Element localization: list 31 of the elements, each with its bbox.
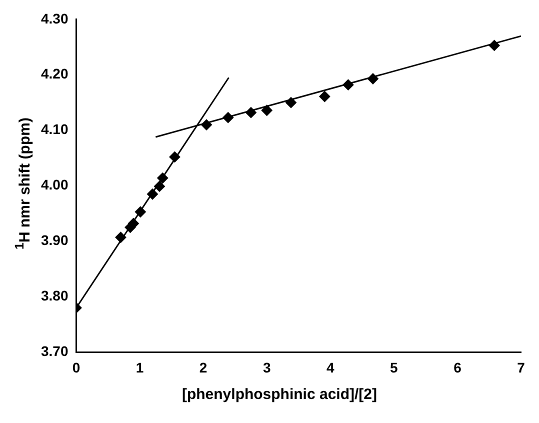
y-tick-label: 4.00 [41, 176, 68, 193]
x-tick-label: 5 [390, 359, 398, 376]
y-tick-label: 3.70 [41, 343, 68, 360]
point [261, 104, 272, 116]
x-tick-label: 7 [517, 359, 526, 376]
x-tick-label: 2 [199, 359, 208, 376]
point [222, 112, 234, 124]
y-tick-label: 4.10 [41, 121, 68, 138]
point [342, 79, 354, 90]
y-tick-label: 4.20 [41, 66, 68, 82]
x-tick-label: 0 [72, 359, 80, 376]
x-tick-label: 3 [262, 359, 271, 376]
point [146, 188, 158, 200]
y-tick-label: 3.90 [41, 232, 68, 248]
point [245, 107, 256, 118]
point [200, 119, 212, 130]
point [154, 180, 165, 192]
point [169, 151, 180, 162]
point [367, 73, 378, 84]
point [286, 97, 296, 108]
point [157, 172, 168, 184]
point [115, 232, 126, 243]
point [319, 91, 330, 102]
x-tick-label: 6 [454, 359, 462, 376]
point [134, 206, 146, 218]
y-tick-label: 4.30 [41, 10, 68, 26]
x-tick-label: 4 [326, 359, 334, 376]
point [488, 40, 500, 51]
y-tick-label: 3.80 [41, 288, 68, 304]
x-axis-title: [phenylphosphinic acid]/[2] [180, 386, 378, 403]
x-tick-label: 1 [136, 359, 144, 376]
